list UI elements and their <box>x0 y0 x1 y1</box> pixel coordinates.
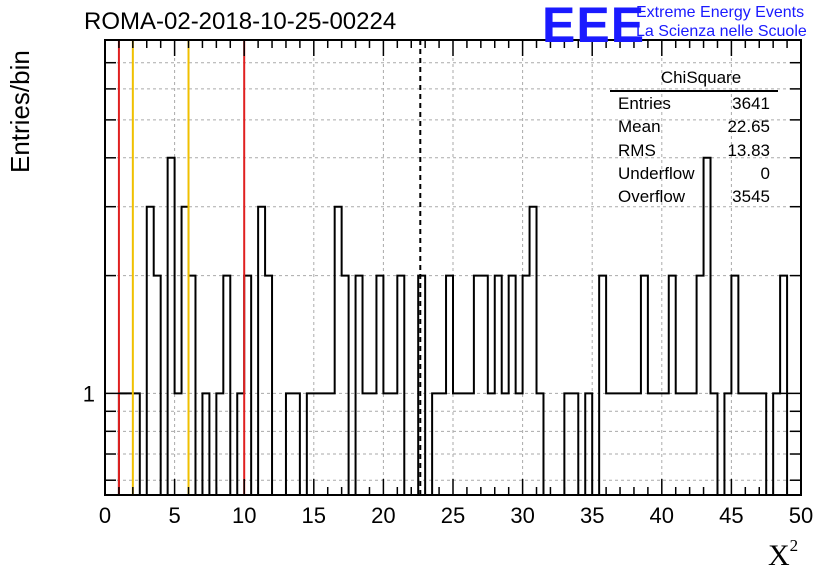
y-tick-label: 1 <box>83 381 95 406</box>
stats-box: ChiSquare Entries 3641 Mean 22.65 RMS 13.83… <box>610 66 778 208</box>
stats-name: ChiSquare <box>610 66 778 92</box>
x-tick-label: 5 <box>168 503 180 528</box>
plot-title: ROMA-02-2018-10-25-00224 <box>84 8 397 35</box>
x-tick-label: 25 <box>441 503 465 528</box>
x-tick-label: 10 <box>232 503 256 528</box>
stats-label: Mean <box>618 117 661 137</box>
logo-caption-line1: Extreme Energy Events <box>636 4 805 21</box>
x-tick-label: 15 <box>302 503 326 528</box>
stats-row-overflow: Overflow 3545 <box>610 185 778 208</box>
stats-value: 0 <box>760 163 770 183</box>
x-tick-label: 40 <box>650 503 674 528</box>
stats-value: 3641 <box>732 94 770 113</box>
x-tick-label: 30 <box>510 503 534 528</box>
x-tick-label: 45 <box>719 503 743 528</box>
x-axis-label: X2 <box>768 536 799 572</box>
y-axis-label: Entries/bin <box>5 50 35 173</box>
stats-value: 13.83 <box>727 140 770 160</box>
stats-row-mean: Mean 22.65 <box>610 115 778 138</box>
stats-row-rms: RMS 13.83 <box>610 139 778 162</box>
histogram-line <box>105 156 801 496</box>
stats-value: 22.65 <box>727 117 770 137</box>
x-tick-label: 0 <box>99 503 111 528</box>
stats-row-entries: Entries 3641 <box>610 92 778 115</box>
logo-caption-line2: La Scienza nelle Scuole <box>636 23 807 40</box>
stats-value: 3545 <box>732 187 770 207</box>
stats-label: Overflow <box>618 187 686 207</box>
stats-label: Underflow <box>618 163 695 183</box>
x-tick-label: 20 <box>371 503 395 528</box>
logo-caption: Extreme Energy Events La Scienza nelle S… <box>636 3 807 41</box>
x-tick-label: 35 <box>580 503 604 528</box>
eee-logo: EEE <box>542 0 646 53</box>
stats-label: RMS <box>618 140 656 160</box>
x-tick-label: 50 <box>789 503 813 528</box>
stats-label: Entries <box>618 94 671 113</box>
stats-row-underflow: Underflow 0 <box>610 162 778 185</box>
